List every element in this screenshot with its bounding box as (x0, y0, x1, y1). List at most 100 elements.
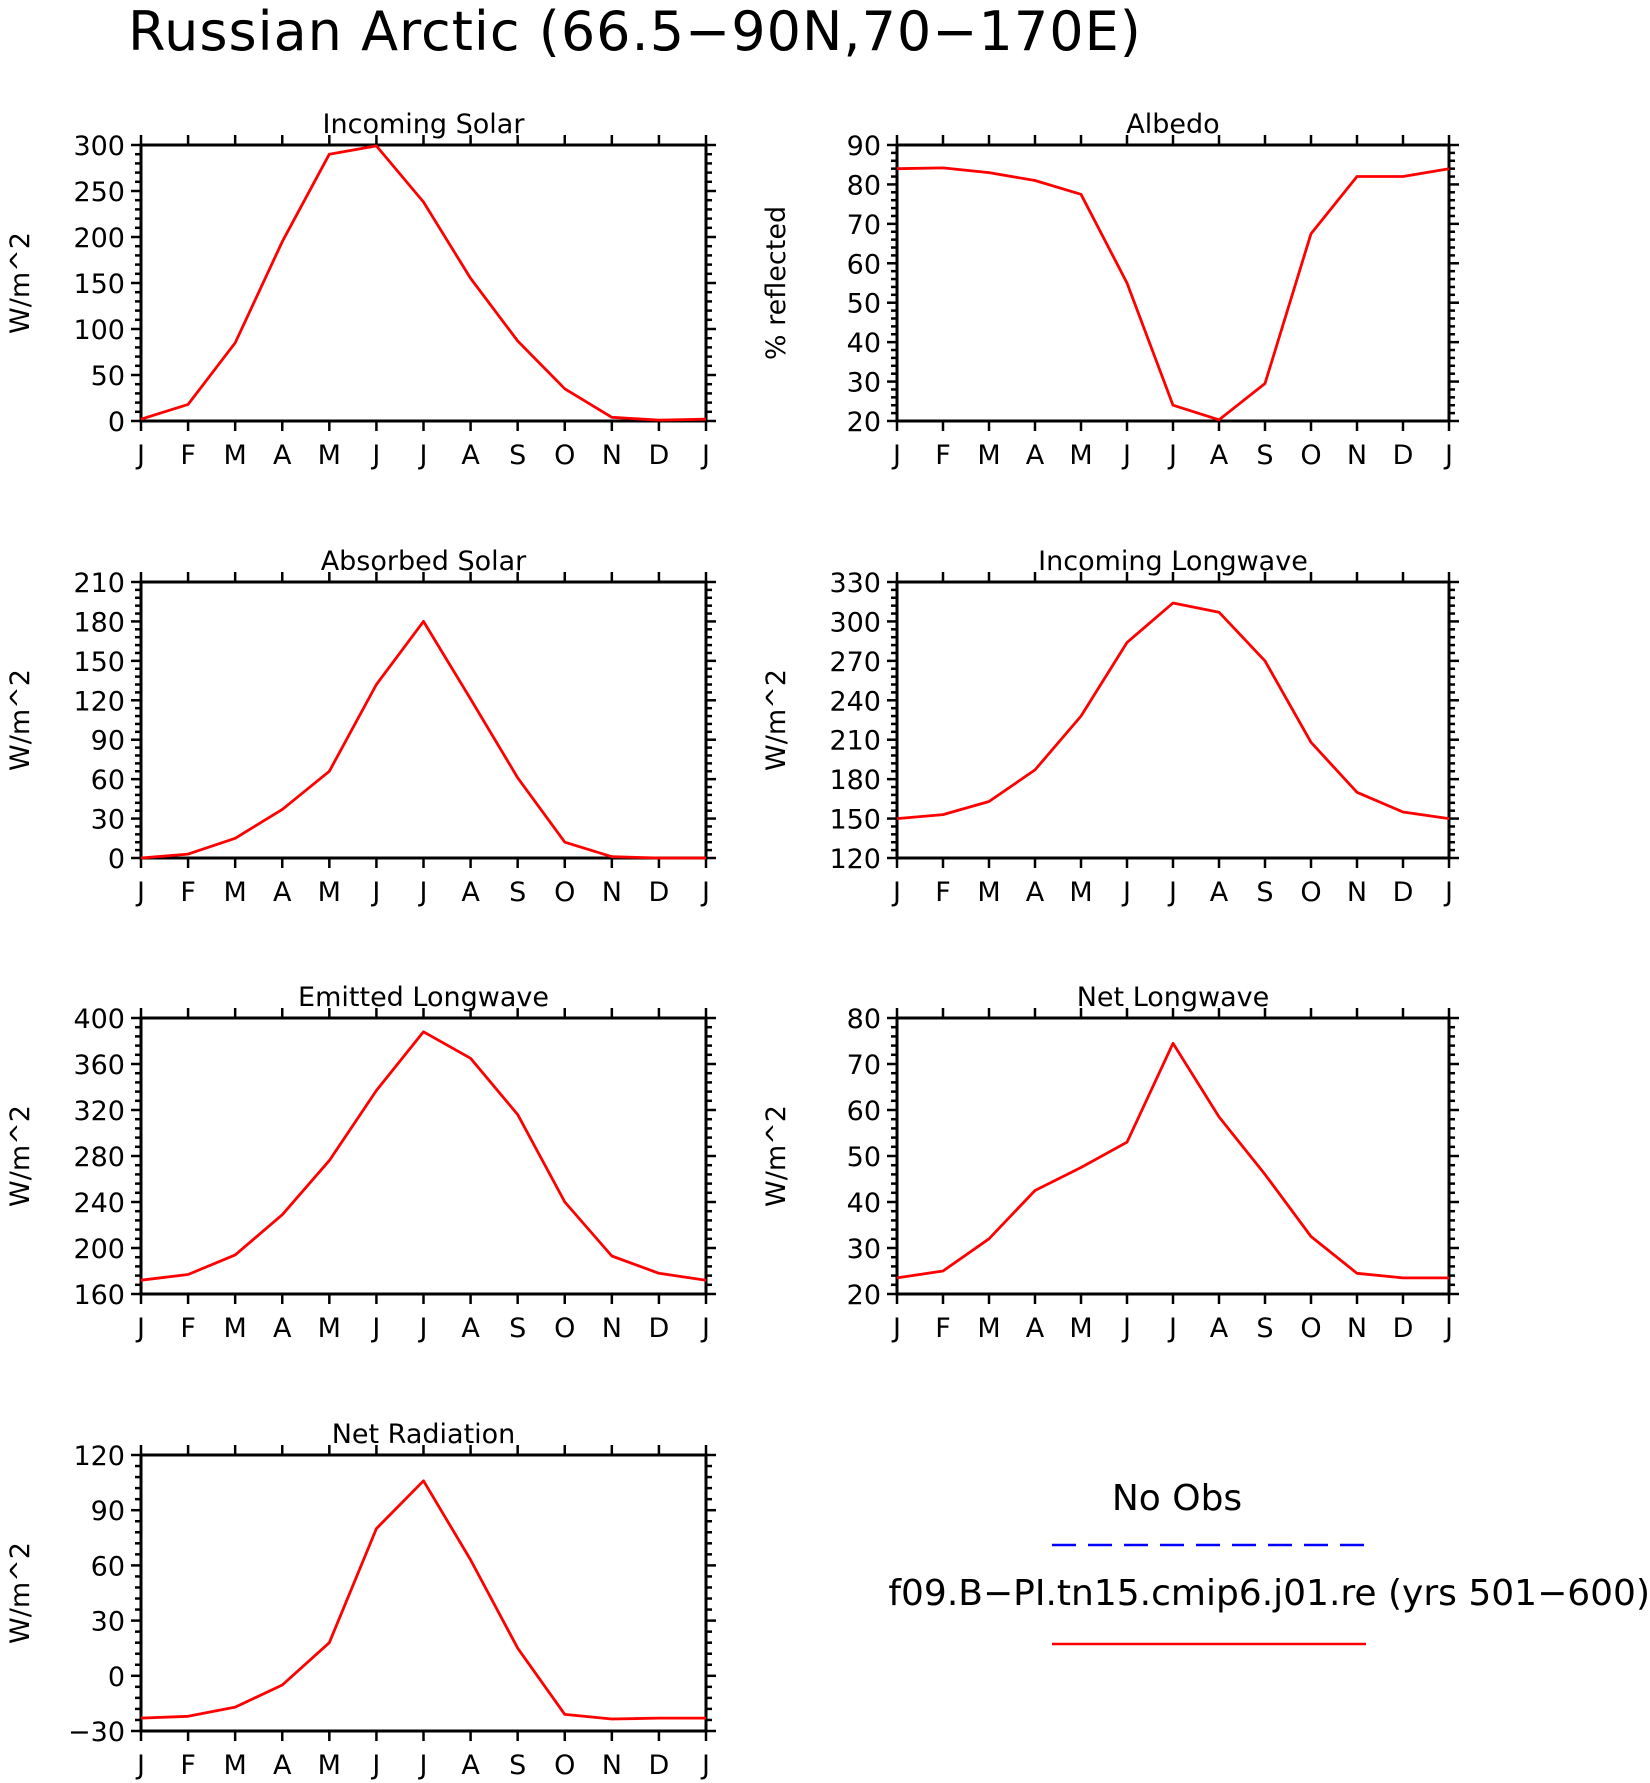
x-tick-label: D (649, 440, 670, 471)
y-tick-label: 240 (73, 1188, 125, 1219)
x-tick-label: F (935, 1313, 951, 1344)
x-tick-label: D (1393, 1313, 1414, 1344)
x-tick-label: A (461, 440, 480, 471)
series-line (140, 620, 706, 860)
x-tick-label: J (891, 877, 901, 908)
y-tick-label: 330 (829, 568, 881, 599)
y-tick-label: 50 (91, 361, 125, 392)
x-tick-label: J (418, 877, 428, 908)
x-tick-label: S (509, 440, 526, 471)
x-tick-label: M (977, 440, 1000, 471)
legend: No Obs f09.B−PI.tn15.cmip6.j01.re (yrs 5… (888, 1478, 1650, 1646)
x-tick-label: A (1026, 440, 1045, 471)
x-tick-label: N (1347, 440, 1367, 471)
series-line (140, 1479, 706, 1721)
y-tick-label: 300 (73, 131, 125, 162)
y-tick-label: 60 (91, 1551, 125, 1582)
x-tick-label: J (418, 1313, 428, 1344)
y-axis-label: W/m^2 (5, 1105, 36, 1207)
x-tick-label: A (1026, 1313, 1045, 1344)
x-tick-label: N (602, 1750, 622, 1781)
x-tick-label: F (935, 877, 951, 908)
y-tick-label: 150 (829, 805, 881, 836)
x-tick-label: M (224, 1313, 247, 1344)
y-tick-label: 180 (829, 765, 881, 796)
x-tick-label: A (273, 1313, 292, 1344)
plot-frame (139, 1453, 708, 1733)
x-tick-label: J (1167, 877, 1177, 908)
y-tick-label: 200 (73, 1234, 125, 1265)
y-tick-label: 30 (847, 1234, 881, 1265)
x-tick-label: S (1256, 877, 1273, 908)
y-tick-label: 270 (829, 647, 881, 678)
y-tick-label: 40 (847, 328, 881, 359)
y-tick-label: 210 (829, 726, 881, 757)
x-tick-label: J (700, 1313, 710, 1344)
series-line (140, 1030, 707, 1282)
series-line (140, 144, 707, 422)
y-axis-label: W/m^2 (761, 1105, 792, 1207)
x-tick-label: M (224, 440, 247, 471)
y-tick-label: 50 (847, 289, 881, 320)
x-tick-label: S (509, 1313, 526, 1344)
x-tick-label: A (461, 877, 480, 908)
y-tick-label: 80 (847, 170, 881, 201)
y-axis-label: W/m^2 (761, 669, 792, 771)
plot-frame (895, 1016, 1451, 1296)
x-tick-label: J (891, 440, 901, 471)
y-tick-label: 0 (108, 844, 125, 875)
x-tick-label: J (1167, 1313, 1177, 1344)
x-tick-label: F (180, 440, 196, 471)
y-tick-label: 90 (847, 131, 881, 162)
y-tick-label: 120 (73, 686, 125, 717)
y-tick-label: 400 (73, 1004, 125, 1035)
y-tick-label: 210 (73, 568, 125, 599)
x-tick-label: O (1300, 877, 1321, 908)
x-tick-label: D (1393, 440, 1414, 471)
plot-frame (895, 143, 1451, 423)
panel-title: Absorbed Solar (321, 546, 527, 577)
y-tick-label: 60 (847, 249, 881, 280)
x-tick-label: M (977, 877, 1000, 908)
y-tick-label: 20 (847, 1280, 881, 1311)
x-tick-label: O (554, 877, 575, 908)
x-tick-label: J (700, 1750, 710, 1781)
panel-title: Emitted Longwave (298, 982, 549, 1013)
x-tick-label: O (554, 1750, 575, 1781)
x-tick-label: D (649, 877, 670, 908)
y-tick-label: 180 (73, 607, 125, 638)
x-tick-label: F (180, 877, 196, 908)
x-tick-label: A (273, 440, 292, 471)
x-tick-label: J (418, 440, 428, 471)
series-line (896, 166, 1450, 422)
x-tick-label: A (1210, 877, 1229, 908)
x-tick-label: A (1210, 1313, 1229, 1344)
legend-model-label: f09.B−PI.tn15.cmip6.j01.re (yrs 501−600) (888, 1573, 1650, 1614)
y-tick-label: 0 (108, 1662, 125, 1693)
x-tick-label: F (180, 1750, 196, 1781)
y-tick-label: 120 (73, 1441, 125, 1472)
x-tick-label: J (1167, 440, 1177, 471)
x-tick-label: M (1069, 877, 1092, 908)
x-tick-label: J (370, 1313, 380, 1344)
y-tick-label: 150 (73, 647, 125, 678)
x-tick-label: S (1256, 440, 1273, 471)
y-tick-label: 100 (73, 315, 125, 346)
x-tick-label: N (1347, 1313, 1367, 1344)
y-tick-label: −30 (68, 1717, 125, 1748)
y-tick-label: 60 (91, 765, 125, 796)
y-axis-label: W/m^2 (5, 1542, 36, 1644)
x-tick-label: J (891, 1313, 901, 1344)
y-tick-label: 30 (91, 1607, 125, 1638)
y-tick-label: 240 (829, 686, 881, 717)
y-tick-label: 160 (73, 1280, 125, 1311)
y-tick-label: 90 (91, 1496, 125, 1527)
panel-title: Net Longwave (1077, 982, 1270, 1013)
y-tick-label: 30 (91, 805, 125, 836)
x-tick-label: O (554, 440, 575, 471)
y-tick-label: 80 (847, 1004, 881, 1035)
